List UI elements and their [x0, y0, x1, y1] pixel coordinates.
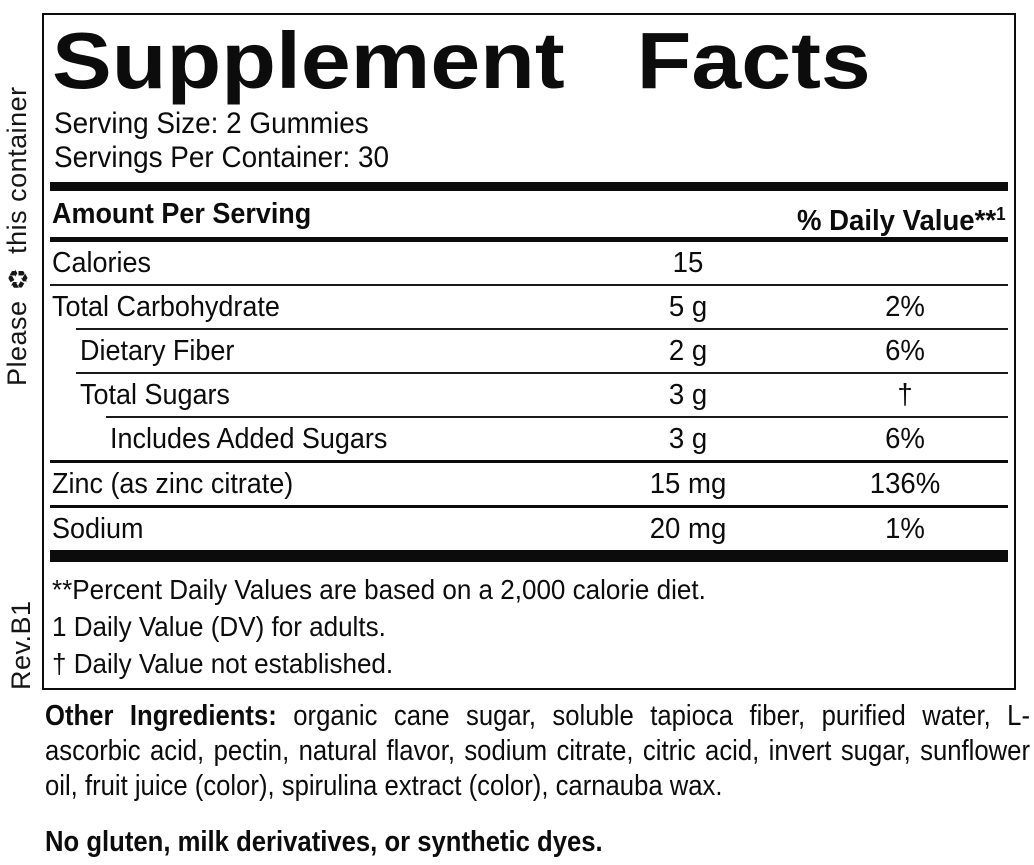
table-row-zinc: Zinc (as zinc citrate) 15 mg 136% — [50, 463, 1008, 505]
row-daily-value: 6% — [885, 335, 925, 367]
daily-value-superscript: 1 — [996, 204, 1006, 224]
row-name: Total Carbohydrate — [52, 286, 297, 328]
table-row-total-carbohydrate: Total Carbohydrate 5 g 2% — [50, 286, 1008, 328]
footnote-dagger: † Daily Value not established. — [52, 645, 1008, 682]
servings-per-container-text: Servings Per Container: 30 — [54, 141, 389, 174]
row-daily-value: 136% — [869, 468, 941, 500]
row-amount: 2 g — [668, 335, 708, 367]
row-name-text: Total Sugars — [80, 379, 230, 411]
row-daily-value: † — [897, 379, 913, 411]
row-name-text: Zinc (as zinc citrate) — [52, 468, 294, 500]
footnotes: **Percent Daily Values are based on a 2,… — [50, 562, 1008, 682]
row-name: Calories — [52, 242, 158, 284]
revision-code: Rev.B1 — [6, 600, 36, 690]
table-row-total-sugars: Total Sugars 3 g † — [50, 374, 1008, 416]
row-divider — [106, 416, 1008, 418]
row-divider — [50, 284, 1008, 286]
row-amount: 20 mg — [649, 513, 727, 545]
header-bottom-rule — [50, 237, 1008, 242]
row-daily-value: 6% — [885, 423, 925, 455]
footnote-text: 1 Daily Value (DV) for adults. — [52, 611, 386, 642]
other-ingredients-label: Other Ingredients: — [45, 700, 277, 732]
table-row-includes-added-sugars: Includes Added Sugars 3 g 6% — [50, 418, 1008, 460]
serving-size-line: Serving Size: 2 Gummies — [54, 107, 1008, 141]
footnote-top-rule — [50, 550, 1008, 562]
recycle-icon: ♻ — [2, 261, 32, 293]
row-name-text: Calories — [52, 247, 151, 279]
row-amount: 5 g — [668, 291, 708, 323]
row-divider — [76, 328, 1008, 330]
other-ingredients: Other Ingredients: organic cane sugar, s… — [45, 699, 1030, 804]
row-name: Total Sugars — [80, 374, 241, 416]
row-name: Zinc (as zinc citrate) — [52, 463, 311, 505]
group-divider — [50, 460, 1008, 463]
table-row-dietary-fiber: Dietary Fiber 2 g 6% — [50, 330, 1008, 372]
row-amount: 3 g — [668, 423, 708, 455]
serving-size-text: Serving Size: 2 Gummies — [54, 107, 369, 140]
servings-per-container-line: Servings Per Container: 30 — [54, 141, 1008, 175]
table-row-sodium: Sodium 20 mg 1% — [50, 508, 1008, 550]
recycle-note: Please ♻ this container — [2, 14, 33, 386]
footnote-dv-adults: 1 Daily Value (DV) for adults. — [52, 608, 1008, 645]
recycle-note-after: this container — [2, 86, 32, 262]
daily-value-text: % Daily Value** — [797, 205, 997, 237]
footnote-text: **Percent Daily Values are based on a 2,… — [52, 574, 706, 605]
daily-value-header: % Daily Value**1 — [797, 191, 1006, 244]
row-name-text: Total Carbohydrate — [52, 291, 280, 323]
panel-title: Supplement Facts — [52, 19, 1008, 107]
supplement-facts-panel: Supplement Facts Serving Size: 2 Gummies… — [42, 13, 1016, 690]
row-amount: 15 mg — [649, 468, 727, 500]
row-amount: 15 — [672, 247, 704, 279]
row-divider — [76, 372, 1008, 374]
footnote-text: † Daily Value not established. — [52, 648, 394, 679]
other-ingredients-list: organic cane sugar, soluble tapioca fibe… — [45, 700, 1031, 802]
footnote-daily-values: **Percent Daily Values are based on a 2,… — [52, 571, 1008, 608]
group-divider — [50, 505, 1008, 508]
below-panel-text: Other Ingredients: organic cane sugar, s… — [45, 699, 1034, 859]
row-name: Sodium — [52, 508, 150, 550]
header-top-rule — [50, 182, 1008, 191]
table-row-calories: Calories 15 — [50, 242, 1008, 284]
column-header-row: Amount Per Serving % Daily Value**1 — [50, 191, 1008, 237]
panel-title-text: Supplement Facts — [52, 16, 871, 105]
amount-per-serving-text: Amount Per Serving — [52, 198, 312, 230]
row-name-text: Includes Added Sugars — [110, 423, 388, 455]
amount-per-serving-header: Amount Per Serving — [52, 191, 331, 237]
row-name-text: Dietary Fiber — [80, 335, 235, 367]
recycle-note-before: Please — [2, 292, 32, 386]
row-name-text: Sodium — [52, 513, 144, 545]
row-name: Includes Added Sugars — [110, 418, 408, 460]
row-name: Dietary Fiber — [80, 330, 246, 372]
row-amount: 3 g — [668, 379, 708, 411]
allergen-claim: No gluten, milk derivatives, or syntheti… — [45, 826, 603, 858]
row-daily-value: 2% — [885, 291, 925, 323]
row-daily-value: 1% — [885, 513, 925, 545]
